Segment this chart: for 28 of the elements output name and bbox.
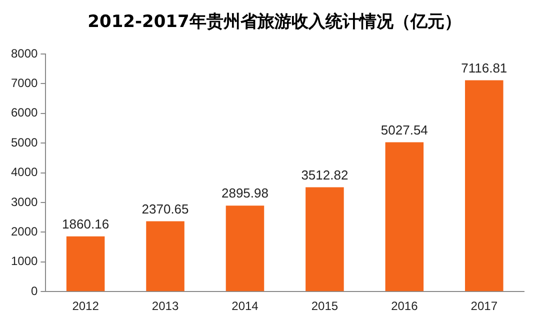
bar [306, 187, 344, 292]
y-tick-label: 2000 [10, 224, 38, 239]
bar [226, 206, 264, 292]
data-label: 1860.16 [62, 216, 110, 232]
chart-title: 2012-2017年贵州省旅游收入统计情况（亿元） [86, 11, 462, 34]
x-tick-label: 2014 [232, 299, 259, 314]
bar [146, 221, 184, 292]
x-tick-label: 2016 [391, 299, 418, 314]
bar [385, 142, 424, 292]
x-tick-label: 2012 [72, 299, 100, 314]
bar [66, 236, 105, 292]
data-label: 2895.98 [221, 186, 268, 201]
y-tick-label: 6000 [10, 106, 38, 120]
y-tick-label: 1000 [10, 254, 38, 268]
y-tick-label: 0 [31, 284, 38, 298]
y-tick-label: 4000 [10, 165, 38, 180]
y-tick-label: 7000 [10, 76, 38, 90]
y-tick-label: 8000 [10, 46, 38, 60]
y-tick-label: 5000 [10, 135, 38, 150]
data-label: 2370.65 [142, 201, 189, 216]
data-label: 7116.81 [461, 60, 508, 76]
y-tick-label: 3000 [10, 194, 38, 209]
x-tick-label: 2015 [311, 299, 338, 314]
x-tick-label: 2017 [470, 299, 498, 314]
bar [465, 80, 504, 292]
data-label: 3512.82 [301, 167, 348, 182]
data-label: 5027.54 [380, 122, 428, 138]
x-tick-label: 2013 [152, 299, 179, 314]
